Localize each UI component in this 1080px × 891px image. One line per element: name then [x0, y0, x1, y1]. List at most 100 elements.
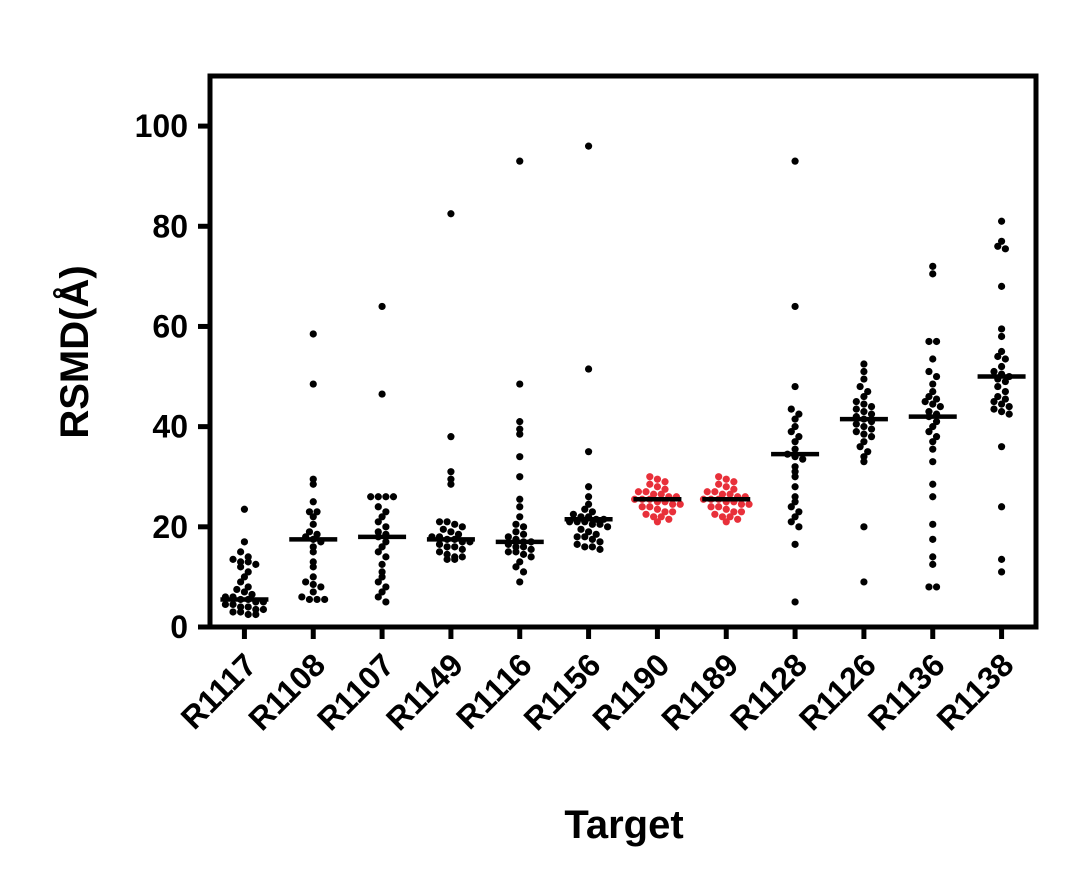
- data-point: [447, 433, 455, 441]
- data-point: [718, 513, 727, 521]
- data-point: [990, 405, 998, 413]
- data-point: [657, 490, 665, 498]
- data-point: [516, 380, 524, 388]
- data-point: [925, 583, 933, 591]
- data-point: [374, 578, 382, 586]
- data-point: [237, 548, 245, 556]
- y-tick-label: 100: [135, 108, 188, 144]
- data-point: [730, 508, 738, 516]
- y-tick-label: 60: [152, 308, 188, 344]
- data-point: [852, 397, 860, 406]
- data-point: [309, 498, 317, 506]
- data-point: [929, 458, 937, 466]
- data-point: [504, 548, 512, 556]
- data-point: [458, 523, 466, 531]
- data-point: [795, 508, 803, 516]
- data-point: [309, 558, 317, 566]
- data-point: [990, 397, 998, 406]
- data-point: [584, 142, 593, 150]
- data-point: [233, 585, 241, 594]
- data-point: [867, 433, 876, 441]
- data-point: [519, 550, 528, 558]
- data-point: [309, 580, 317, 589]
- data-point: [573, 533, 581, 541]
- data-point: [309, 563, 317, 571]
- data-point: [1001, 377, 1009, 386]
- data-point: [722, 518, 730, 526]
- data-point: [512, 543, 520, 551]
- data-point: [795, 410, 803, 418]
- data-point: [929, 553, 937, 561]
- data-point: [588, 543, 596, 551]
- data-point: [650, 490, 658, 498]
- data-point: [237, 608, 245, 616]
- data-point: [860, 400, 868, 408]
- data-point: [309, 380, 317, 388]
- data-point: [929, 480, 937, 488]
- data-point: [661, 485, 669, 493]
- data-point: [516, 473, 524, 481]
- data-point: [730, 485, 738, 493]
- data-point: [584, 528, 593, 536]
- data-point: [596, 545, 604, 553]
- data-point: [305, 508, 314, 516]
- data-point: [309, 520, 317, 528]
- x-tick-label: R1149: [379, 646, 470, 737]
- data-point: [313, 530, 321, 538]
- data-point: [447, 528, 455, 536]
- data-point: [581, 533, 589, 541]
- data-point: [516, 157, 524, 165]
- data-point: [309, 548, 317, 556]
- data-point: [936, 403, 944, 411]
- data-point: [596, 520, 604, 528]
- data-point: [791, 468, 799, 476]
- data-point: [374, 518, 382, 526]
- data-point: [997, 347, 1006, 356]
- data-point: [657, 513, 665, 521]
- data-point: [435, 540, 444, 548]
- data-point: [1001, 245, 1009, 253]
- data-point: [860, 438, 868, 446]
- x-tick-label: R1117: [174, 646, 264, 736]
- data-point: [791, 483, 799, 491]
- data-point: [447, 475, 455, 483]
- data-point: [244, 603, 252, 611]
- data-point: [997, 443, 1006, 451]
- data-point: [852, 420, 860, 428]
- data-point: [451, 520, 459, 528]
- data-point: [653, 475, 662, 483]
- data-point: [929, 438, 937, 446]
- data-point: [997, 503, 1006, 511]
- data-point: [795, 433, 803, 441]
- data-point: [864, 448, 872, 456]
- data-point: [458, 545, 466, 553]
- data-point: [925, 337, 933, 346]
- data-point: [791, 513, 799, 521]
- data-point: [997, 332, 1006, 341]
- data-point: [745, 500, 753, 508]
- data-point: [646, 480, 654, 488]
- data-point: [504, 533, 512, 541]
- data-point: [382, 583, 390, 591]
- data-point: [734, 515, 742, 523]
- data-point: [237, 563, 245, 571]
- x-tick-label: R1107: [310, 646, 401, 737]
- data-point: [860, 458, 868, 466]
- data-point: [791, 598, 799, 606]
- data-point: [787, 503, 795, 511]
- data-point: [860, 423, 868, 431]
- data-point: [519, 543, 528, 551]
- data-point: [726, 513, 734, 521]
- data-point: [791, 382, 799, 391]
- data-point: [305, 595, 314, 604]
- data-point: [932, 433, 941, 441]
- data-point: [795, 523, 803, 531]
- data-point: [715, 480, 723, 488]
- data-point: [653, 505, 662, 513]
- data-point: [791, 463, 799, 471]
- data-point: [997, 282, 1006, 290]
- data-point: [703, 488, 711, 496]
- y-tick-label: 80: [152, 208, 188, 244]
- data-point: [252, 610, 260, 619]
- data-point: [1005, 410, 1013, 418]
